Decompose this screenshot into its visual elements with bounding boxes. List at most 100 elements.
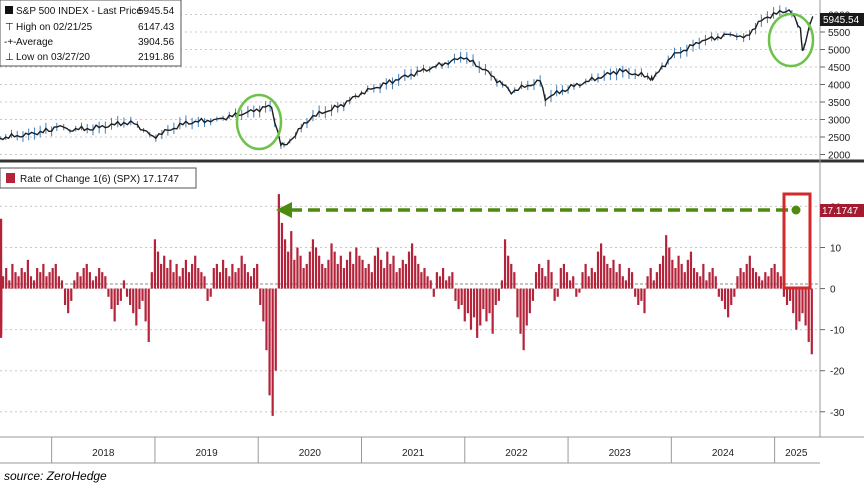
roc-bar [191,263,194,289]
roc-bar [231,263,234,289]
roc-bar [609,268,612,289]
roc-bar [590,268,593,289]
roc-bar [807,288,810,342]
roc-bar [212,268,215,289]
roc-bar [541,268,544,289]
roc-bar [559,268,562,289]
roc-bar [671,259,674,289]
roc-bar [441,268,445,289]
roc-bar [361,259,364,289]
roc-bar [243,263,246,289]
roc-bar [311,239,315,289]
roc-bar [283,239,287,289]
roc-bar [169,259,172,289]
roc-bar [20,268,23,289]
roc-bar [29,276,33,289]
x-tick-label: 2021 [402,448,425,459]
roc-bar [129,288,132,305]
roc-bar [184,259,188,289]
roc-bar [553,288,556,301]
roc-bar [318,255,321,289]
covid-dip-circle [235,93,283,151]
roc-bar [11,263,14,289]
roc-bar [643,288,646,314]
roc-bar [634,288,637,297]
roc-bar [398,268,401,289]
roc-bar [764,272,767,289]
roc-bar [386,251,389,289]
roc-bar [748,255,751,289]
roc-bar [801,288,804,314]
roc-bar [711,268,714,289]
roc-bar [252,268,256,289]
roc-bar [23,272,26,289]
roc-bar [287,251,290,289]
roc-bar [565,272,569,289]
roc-bar [600,243,603,289]
roc-bar [141,288,144,301]
roc-bar [299,255,302,289]
roc-bar [302,268,305,289]
roc-bar [581,272,584,289]
roc-bar [646,276,649,289]
roc-bar [516,288,519,318]
roc-bar [249,276,253,289]
roc-bar [550,272,553,289]
roc-bar [293,259,296,289]
roc-bar [389,263,392,289]
roc-bar [727,288,730,318]
low-value: 2191.86 [138,52,175,63]
roc-bar [482,288,485,310]
roc-last-value: 17.1747 [822,206,859,217]
average-marker-icon: -+- [4,37,17,48]
roc-bar [268,288,271,396]
roc-bar [776,272,779,289]
roc-bar [336,263,339,289]
roc-bar [469,288,473,330]
roc-bar [0,218,3,289]
roc-bar [364,268,367,289]
roc-bar [358,255,361,289]
high-value: 6147.43 [138,22,175,33]
roc-bar [432,288,435,297]
average-label: Average [16,37,54,48]
roc-bar [448,276,451,289]
price-legend-swatch [5,6,13,14]
roc-bar [88,272,91,289]
roc-bar [770,268,773,289]
roc-bar [60,280,64,289]
roc-bar [8,280,11,289]
roc-bar [138,288,141,310]
roc-bar [51,268,54,289]
roc-bar [717,288,720,297]
roc-y-axis: 20100-10-20-30 [820,202,845,419]
roc-bar [773,263,776,289]
roc-bar [383,268,386,289]
roc-bar [705,280,708,289]
roc-tick-label: 0 [830,285,836,296]
roc-bar [507,255,510,289]
roc-bar [166,268,169,289]
roc-legend: Rate of Change 1(6) (SPX) 17.1747 [0,167,197,189]
roc-tick-label: -30 [830,408,845,419]
latest-bar-highlight-box [782,192,812,290]
roc-bar [510,263,513,289]
roc-bar [739,268,742,289]
roc-bar [67,288,70,314]
roc-bar [240,255,243,289]
roc-bar [730,288,733,305]
roc-bar [94,276,98,289]
roc-bar [5,268,8,289]
roc-bar [98,268,101,289]
roc-bar [640,288,643,301]
roc-bar [699,276,702,289]
roc-bar [630,272,634,289]
price-tick-label: 4500 [828,63,851,74]
roc-bar [758,276,761,289]
roc-bar [290,231,293,289]
roc-bar [414,255,417,289]
roc-bar [42,263,45,289]
high-marker-icon: ⊤ [5,22,14,33]
price-line [0,8,814,147]
roc-bar [82,268,85,289]
